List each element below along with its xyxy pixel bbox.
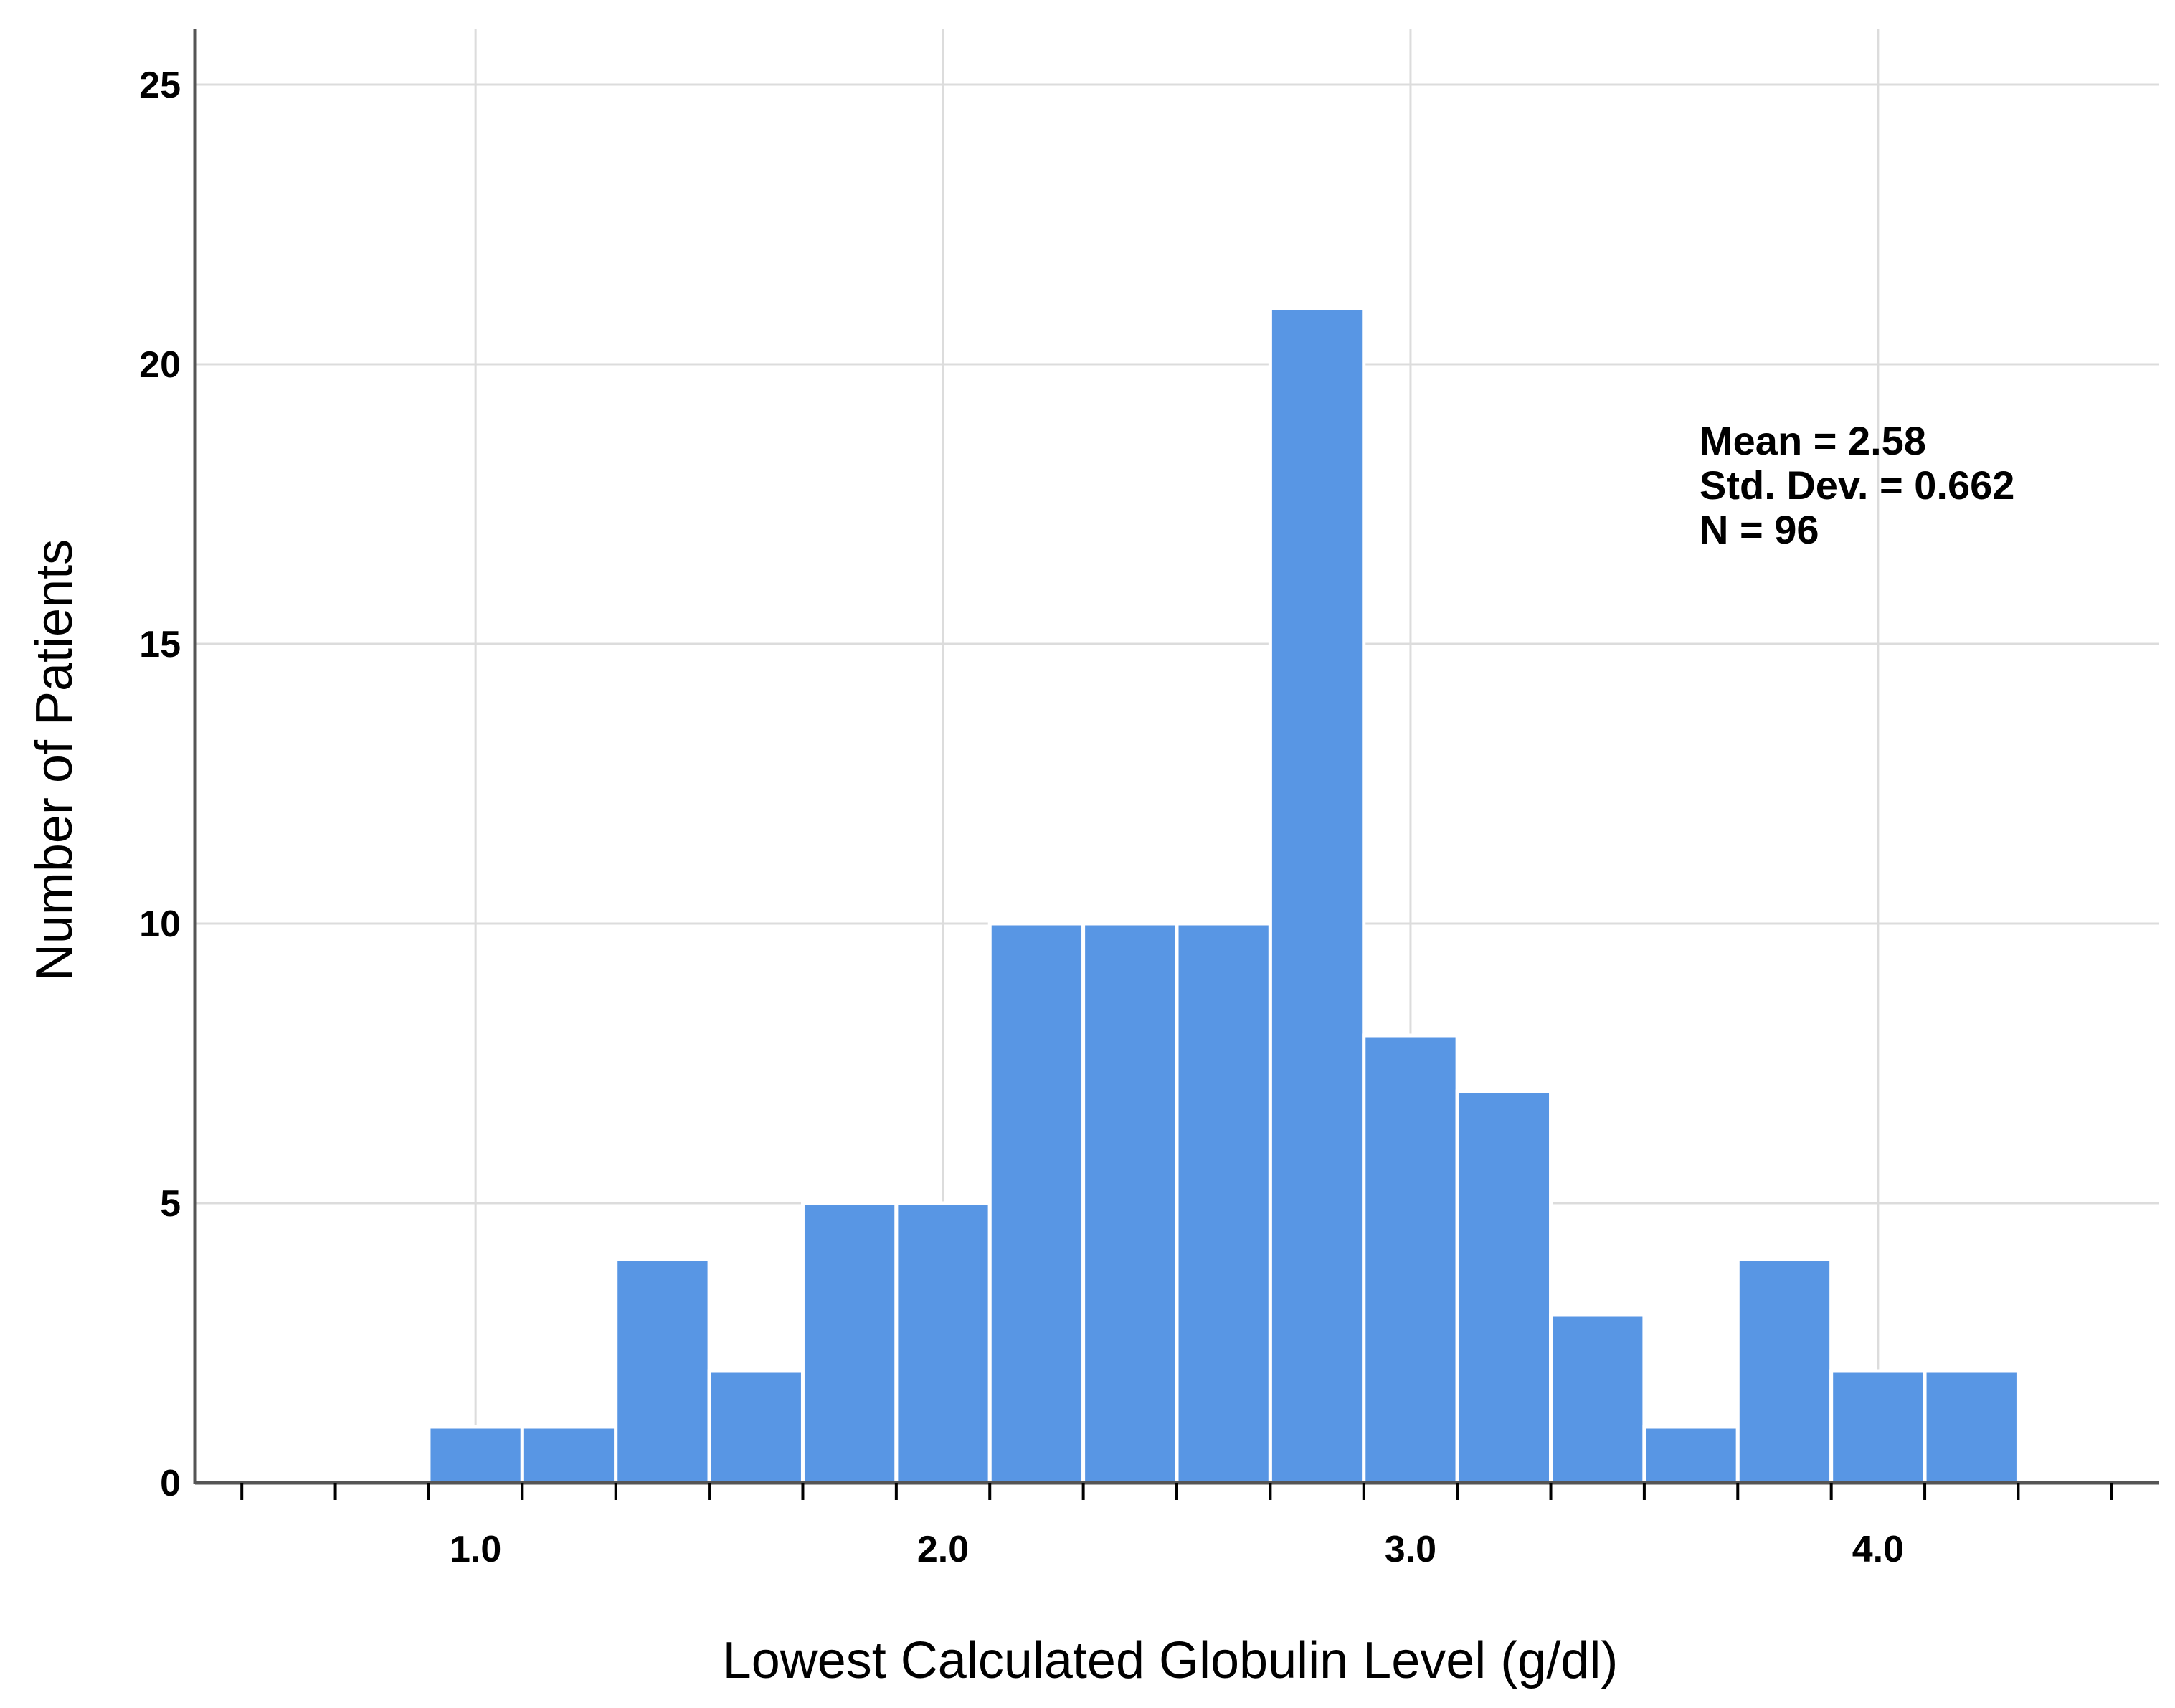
x-tick-label: 4.0 bbox=[1852, 1529, 1904, 1570]
histogram-bar bbox=[894, 1201, 992, 1485]
y-axis-title: Number of Patients bbox=[26, 539, 83, 981]
histogram-bar bbox=[1829, 1369, 1927, 1485]
y-tick-label: 10 bbox=[139, 903, 181, 945]
histogram-bar bbox=[1268, 306, 1366, 1485]
histogram-bar bbox=[520, 1425, 618, 1485]
histogram-bar bbox=[1735, 1257, 1834, 1485]
histogram-bar bbox=[1549, 1313, 1646, 1485]
stat-mean: Mean = 2.58 bbox=[1700, 418, 1926, 463]
x-tick-label: 2.0 bbox=[917, 1529, 969, 1570]
histogram-bar bbox=[1923, 1369, 2020, 1485]
stat-n: N = 96 bbox=[1700, 507, 1819, 552]
histogram-bars bbox=[427, 306, 2020, 1485]
histogram-bar bbox=[707, 1369, 805, 1485]
axes bbox=[193, 29, 2159, 1500]
histogram-bar bbox=[1362, 1033, 1459, 1485]
y-tick-label: 25 bbox=[139, 65, 181, 106]
x-tick-label: 3.0 bbox=[1385, 1529, 1436, 1570]
statistics-box: Mean = 2.58 Std. Dev. = 0.662 N = 96 bbox=[1700, 418, 2014, 552]
histogram-bar bbox=[1642, 1425, 1740, 1485]
y-tick-label: 15 bbox=[139, 624, 181, 665]
y-tick-label: 20 bbox=[139, 344, 181, 386]
histogram-bar bbox=[800, 1201, 899, 1485]
x-axis-title: Lowest Calculated Globulin Level (g/dl) bbox=[723, 1632, 1619, 1689]
histogram-bar bbox=[987, 921, 1086, 1485]
histogram-bar bbox=[1455, 1089, 1553, 1485]
stat-std-dev: Std. Dev. = 0.662 bbox=[1700, 462, 2014, 508]
histogram-bar bbox=[614, 1257, 711, 1485]
y-tick-label: 0 bbox=[160, 1463, 181, 1504]
histogram-bar bbox=[1081, 921, 1179, 1485]
histogram-bar bbox=[1175, 921, 1272, 1485]
x-tick-labels: 1.0 2.0 3.0 4.0 bbox=[450, 1529, 1904, 1570]
histogram-bar bbox=[427, 1425, 524, 1485]
x-tick-label: 1.0 bbox=[450, 1529, 501, 1570]
y-tick-labels: 0 5 10 15 20 25 bbox=[139, 65, 181, 1504]
y-tick-label: 5 bbox=[160, 1183, 181, 1225]
